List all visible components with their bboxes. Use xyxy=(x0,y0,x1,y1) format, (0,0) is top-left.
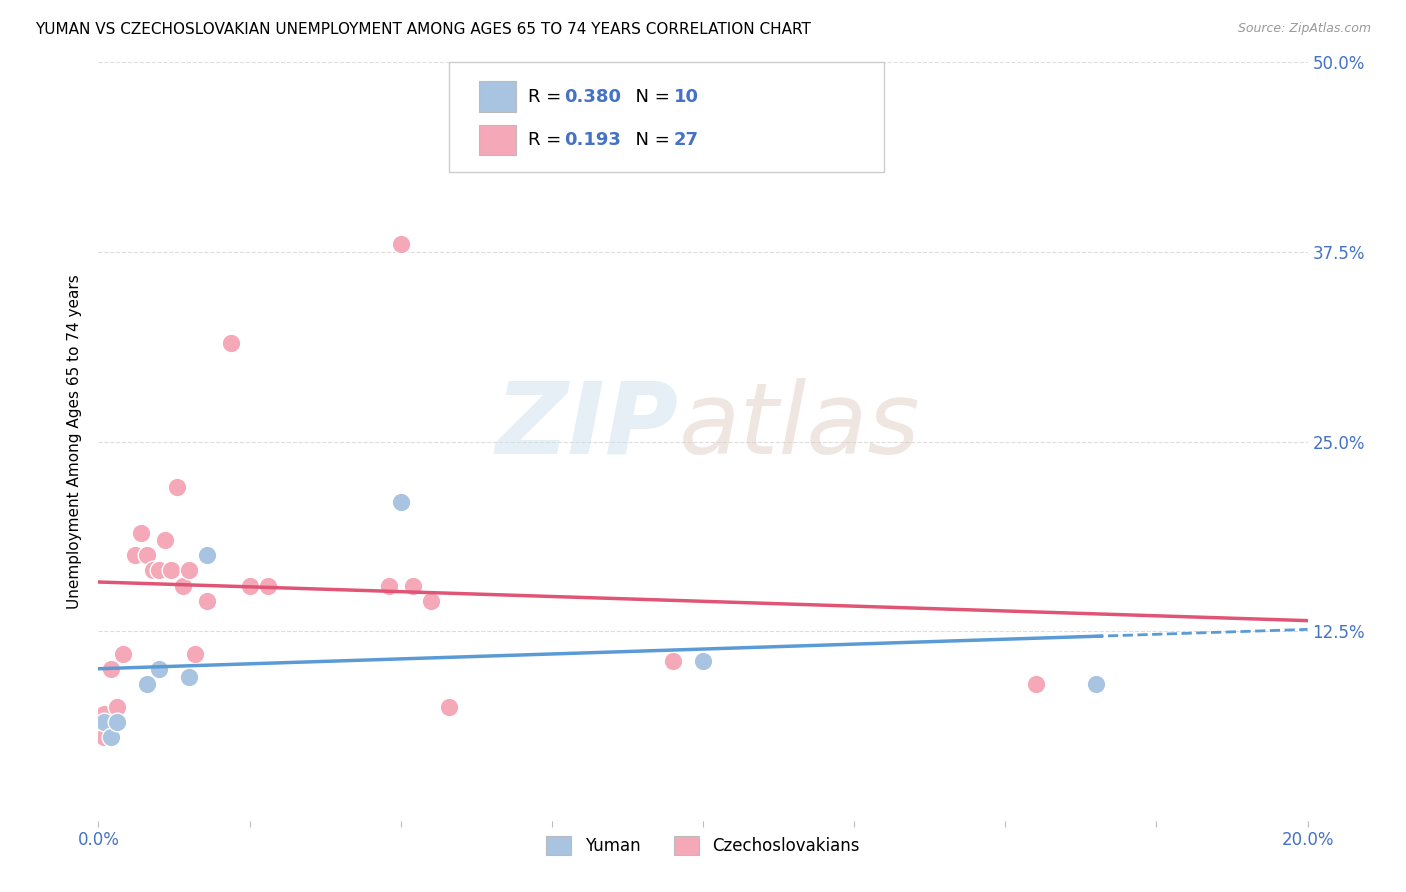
Point xyxy=(93,730,115,744)
Legend: Yuman, Czechoslovakians: Yuman, Czechoslovakians xyxy=(540,829,866,862)
Text: ZIP: ZIP xyxy=(496,378,679,475)
Text: 0.380: 0.380 xyxy=(564,87,621,105)
Point xyxy=(1024,677,1046,691)
Point xyxy=(111,647,134,661)
Point xyxy=(239,579,262,593)
FancyBboxPatch shape xyxy=(479,81,516,112)
Text: 27: 27 xyxy=(673,131,699,149)
Point xyxy=(1085,677,1108,691)
Point xyxy=(179,669,201,683)
Text: R =: R = xyxy=(527,87,567,105)
Text: 0.193: 0.193 xyxy=(564,131,621,149)
Point xyxy=(420,594,443,608)
Point xyxy=(389,237,412,252)
Point xyxy=(661,655,683,669)
Point xyxy=(221,335,243,350)
Point xyxy=(124,548,146,563)
Text: Source: ZipAtlas.com: Source: ZipAtlas.com xyxy=(1237,22,1371,36)
FancyBboxPatch shape xyxy=(479,125,516,155)
Point xyxy=(437,699,460,714)
Point xyxy=(256,579,278,593)
FancyBboxPatch shape xyxy=(449,62,884,172)
Text: YUMAN VS CZECHOSLOVAKIAN UNEMPLOYMENT AMONG AGES 65 TO 74 YEARS CORRELATION CHAR: YUMAN VS CZECHOSLOVAKIAN UNEMPLOYMENT AM… xyxy=(35,22,811,37)
Text: N =: N = xyxy=(624,131,676,149)
Point xyxy=(160,564,183,578)
Point xyxy=(129,525,152,540)
Text: atlas: atlas xyxy=(679,378,921,475)
Point xyxy=(135,548,157,563)
Y-axis label: Unemployment Among Ages 65 to 74 years: Unemployment Among Ages 65 to 74 years xyxy=(67,274,83,609)
Point xyxy=(377,579,399,593)
Point xyxy=(153,533,176,548)
Point xyxy=(100,662,122,676)
Point xyxy=(389,495,412,509)
Point xyxy=(148,662,170,676)
Point xyxy=(142,564,165,578)
Point xyxy=(105,699,128,714)
Point xyxy=(195,594,218,608)
Text: R =: R = xyxy=(527,131,572,149)
Point xyxy=(100,730,122,744)
Point xyxy=(172,579,194,593)
Point xyxy=(195,548,218,563)
Point xyxy=(179,564,201,578)
Point xyxy=(105,715,128,730)
Point xyxy=(402,579,425,593)
Point xyxy=(184,647,207,661)
Point xyxy=(148,564,170,578)
Text: N =: N = xyxy=(624,87,676,105)
Point xyxy=(135,677,157,691)
Point xyxy=(93,707,115,722)
Text: 10: 10 xyxy=(673,87,699,105)
Point xyxy=(692,655,714,669)
Point xyxy=(93,715,115,730)
Point xyxy=(166,480,188,494)
